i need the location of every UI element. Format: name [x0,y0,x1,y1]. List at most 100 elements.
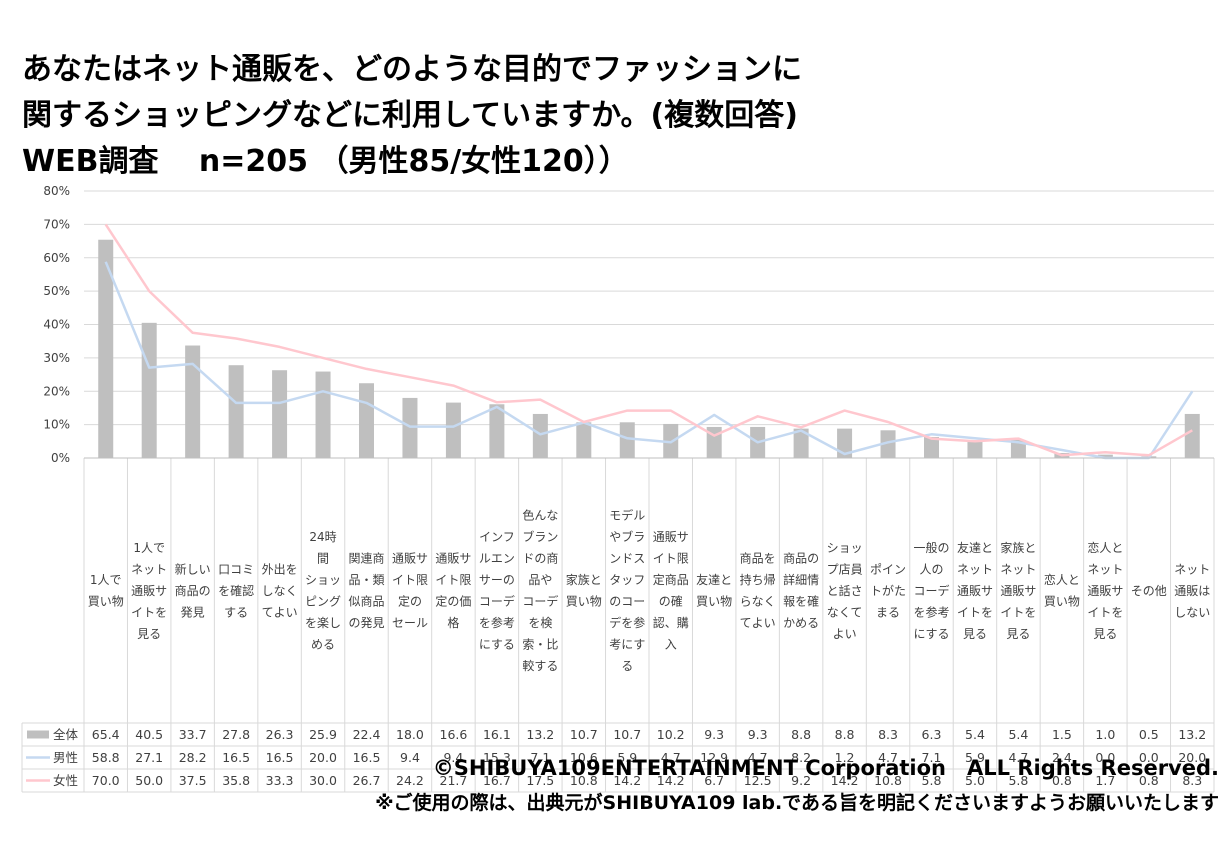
line-female [104,223,1193,457]
category-label: てよい [740,616,776,630]
bar-total [1010,439,1026,458]
table-value: 12.9 [700,750,728,765]
category-label: る [621,659,633,673]
y-tick-label: 30% [43,351,70,365]
category-label: 品や [528,573,552,587]
category-label: ネット [1087,562,1123,576]
category-label: 恋人と [1044,572,1080,587]
table-value: 10.7 [570,727,598,742]
category-label: 格 [447,615,459,630]
table-value: 30.0 [309,773,337,788]
category-label: 見る [137,627,161,641]
table-value: 5.9 [617,750,637,765]
category-label: サーの [479,573,515,587]
bar-total [489,404,505,458]
category-label: 認、購 [653,615,689,630]
category-label: イト限 [653,552,689,566]
category-label: 24時 [309,530,336,544]
category-label: 家族と [1000,540,1036,555]
y-tick-label: 60% [43,251,70,265]
table-value: 4.7 [748,750,768,765]
table-value: 14.2 [657,773,685,788]
category-label: しない [1174,605,1210,619]
category-label: 通販サ [131,584,167,598]
category-label: 買い物 [1044,595,1080,609]
category-label: コーデ [479,594,515,609]
category-label: を参考 [913,604,949,619]
category-label: しなく [262,584,298,598]
table-value: 12.5 [744,773,772,788]
table-value: 16.7 [483,773,511,788]
category-label: 通販サ [957,584,993,598]
category-label: 一般の [913,540,949,555]
category-label: ネット [1174,562,1210,576]
category-label: の発見 [348,616,384,630]
category-label: 持ち帰 [740,572,776,587]
table-value: 20.0 [1178,750,1206,765]
category-label: ネット [1000,562,1036,576]
table-value: 35.8 [222,773,250,788]
table-value: 33.7 [179,727,207,742]
y-tick-label: 70% [43,217,70,231]
category-label: トがた [870,583,906,598]
category-label: インフ [479,530,515,544]
table-value: 16.5 [222,750,250,765]
category-label: 1人で [133,541,165,555]
category-label: 1人で [90,573,122,587]
category-label: デを参 [609,615,645,630]
category-label: 恋人と [1087,540,1123,555]
table-value: 37.5 [179,773,207,788]
category-label: 見る [1093,627,1117,641]
category-label: 入 [665,638,677,652]
table-value: 16.5 [266,750,294,765]
category-label: 見る [963,627,987,641]
table-value: 9.2 [791,773,811,788]
bar-total [793,428,809,458]
y-tick-label: 80% [43,184,70,198]
category-label: 索・比 [522,638,558,652]
category-label: ピング [305,595,341,609]
table-value: 9.4 [443,750,463,765]
table-value: 8.3 [1182,773,1202,788]
category-label: 通販サ [392,552,428,566]
bar-total [1184,413,1200,458]
table-value: 4.7 [878,750,898,765]
category-label: 通販サ [653,530,689,544]
table-value: 14.2 [613,773,641,788]
table-value: 9.3 [748,727,768,742]
category-label: ショッ [305,573,341,587]
table-value: 1.2 [835,750,855,765]
category-label: のコー [609,595,645,609]
copyright-text: ©SHIBUYA109ENTERTAINMENT Corporation ALL… [432,756,1219,780]
table-value: 70.0 [92,773,120,788]
table-value: 1.7 [1095,773,1115,788]
category-label: かめる [783,616,819,630]
category-label: の確 [659,594,683,609]
category-label: と話さ [827,583,863,598]
table-value: 58.8 [92,750,120,765]
table-value: 4.7 [1008,750,1028,765]
table-value: 13.2 [1178,727,1206,742]
category-label: 品・類 [348,573,384,587]
category-label: 色んな [522,509,558,523]
category-label: ブラン [522,529,558,544]
table-value: 0.0 [1095,750,1115,765]
table-value: 50.0 [135,773,163,788]
category-label: タッフ [609,573,645,587]
bar-total [445,402,461,458]
category-label: 友達と [696,573,732,587]
category-label: 見る [1006,627,1030,641]
table-value: 22.4 [353,727,381,742]
table-value: 28.2 [179,750,207,765]
category-label: 通販サ [1000,584,1036,598]
table-value: 40.5 [135,727,163,742]
category-label: プ店員 [827,562,863,576]
bar-total [619,422,635,458]
category-label: 商品の [175,583,211,598]
category-label: を検 [528,616,552,630]
category-label: 考にす [609,638,645,652]
category-label: 定の価 [435,594,471,609]
category-label: 間 [317,552,329,566]
category-label: ンドス [609,552,645,566]
table-value: 1.0 [1095,727,1115,742]
